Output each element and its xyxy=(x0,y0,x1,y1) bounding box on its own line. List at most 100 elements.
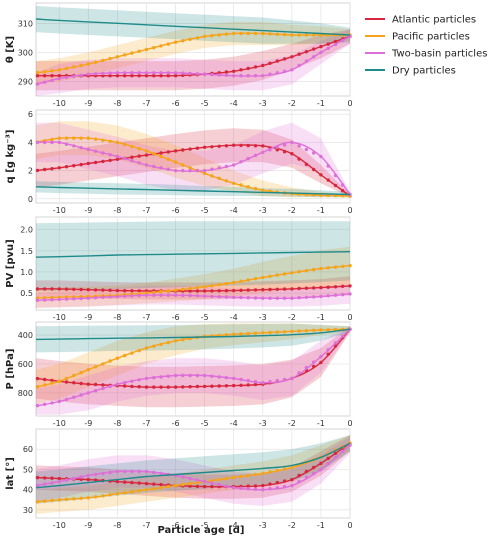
marker-two-basin-particles xyxy=(217,166,221,170)
marker-atlantic-particles xyxy=(202,384,207,389)
marker-atlantic-particles xyxy=(326,178,330,182)
marker-two-basin-particles xyxy=(246,74,250,78)
x-tick-label: -8 xyxy=(113,313,121,322)
marker-pacific-particles xyxy=(64,66,69,71)
legend-entry-two-basin-particles: Two-basin particles xyxy=(365,49,487,60)
marker-atlantic-particles xyxy=(50,167,54,171)
marker-atlantic-particles xyxy=(275,287,279,291)
marker-pacific-particles xyxy=(144,47,149,52)
marker-atlantic-particles xyxy=(43,476,47,480)
marker-atlantic-particles xyxy=(166,150,170,154)
marker-two-basin-particles xyxy=(86,391,91,395)
y-tick-label: 40 xyxy=(23,486,33,495)
marker-pacific-particles xyxy=(297,270,301,274)
marker-two-basin-particles xyxy=(210,374,214,378)
marker-pacific-particles xyxy=(181,163,185,167)
marker-two-basin-particles xyxy=(195,294,200,298)
marker-pacific-particles xyxy=(152,152,156,156)
series-pacific-particles xyxy=(35,441,352,504)
marker-atlantic-particles xyxy=(282,287,287,291)
marker-two-basin-particles xyxy=(137,378,141,382)
series-dry-particles xyxy=(35,328,351,341)
marker-atlantic-particles xyxy=(137,74,141,78)
marker-atlantic-particles xyxy=(43,377,47,382)
marker-two-basin-particles xyxy=(50,78,54,83)
marker-pacific-particles xyxy=(210,34,214,38)
marker-pacific-particles xyxy=(290,465,294,470)
marker-atlantic-particles xyxy=(210,384,214,388)
marker-atlantic-particles xyxy=(115,157,120,161)
marker-two-basin-particles xyxy=(297,63,301,68)
x-tick-label: -9 xyxy=(84,206,92,215)
marker-atlantic-particles xyxy=(253,382,258,387)
x-tick-label: -6 xyxy=(172,521,180,530)
marker-two-basin-particles xyxy=(35,82,40,86)
marker-atlantic-particles xyxy=(290,287,294,291)
marker-two-basin-particles xyxy=(188,476,192,481)
marker-two-basin-particles xyxy=(115,382,120,386)
marker-atlantic-particles xyxy=(348,284,352,288)
marker-pacific-particles xyxy=(35,385,40,389)
marker-two-basin-particles xyxy=(348,292,352,296)
marker-two-basin-particles xyxy=(232,295,236,299)
marker-atlantic-particles xyxy=(159,74,163,78)
marker-pacific-particles xyxy=(290,271,294,275)
marker-two-basin-particles xyxy=(282,296,287,300)
marker-two-basin-particles xyxy=(290,296,294,300)
marker-atlantic-particles xyxy=(188,385,192,389)
marker-pacific-particles xyxy=(43,499,47,503)
marker-two-basin-particles xyxy=(57,479,61,484)
marker-two-basin-particles xyxy=(195,373,200,378)
x-tick-label: -8 xyxy=(113,99,121,108)
marker-two-basin-particles xyxy=(268,487,272,491)
marker-two-basin-particles xyxy=(72,395,76,399)
marker-atlantic-particles xyxy=(123,384,127,388)
marker-pacific-particles xyxy=(57,136,61,140)
marker-pacific-particles xyxy=(173,288,178,292)
marker-atlantic-particles xyxy=(50,74,54,78)
marker-pacific-particles xyxy=(188,166,192,170)
x-tick-label: -9 xyxy=(84,99,92,108)
marker-two-basin-particles xyxy=(35,298,40,302)
marker-pacific-particles xyxy=(181,39,185,43)
marker-two-basin-particles xyxy=(268,148,272,152)
marker-atlantic-particles xyxy=(101,288,105,292)
line-dry-particles xyxy=(35,186,351,196)
marker-pacific-particles xyxy=(144,488,149,492)
x-tick-label: -4 xyxy=(230,419,238,428)
marker-pacific-particles xyxy=(239,183,243,187)
marker-atlantic-particles xyxy=(115,74,120,78)
x-tick-label: 0 xyxy=(347,419,352,428)
marker-two-basin-particles xyxy=(93,149,98,153)
x-tick-label: -2 xyxy=(288,313,296,322)
marker-atlantic-particles xyxy=(57,166,61,170)
x-tick-label: -9 xyxy=(84,419,92,428)
marker-two-basin-particles xyxy=(202,479,207,484)
marker-pacific-particles xyxy=(50,381,54,385)
marker-two-basin-particles xyxy=(268,380,272,384)
marker-two-basin-particles xyxy=(137,293,141,298)
marker-pacific-particles xyxy=(181,482,185,487)
marker-two-basin-particles xyxy=(232,376,236,381)
marker-pacific-particles xyxy=(268,274,272,278)
y-tick-label: 6 xyxy=(28,110,33,119)
marker-pacific-particles xyxy=(173,483,178,488)
marker-pacific-particles xyxy=(101,138,105,142)
x-tick-label: -5 xyxy=(201,313,209,322)
marker-atlantic-particles xyxy=(152,385,156,389)
x-tick-label: -3 xyxy=(259,419,267,428)
line-dry-particles xyxy=(35,251,351,258)
marker-two-basin-particles xyxy=(319,355,323,359)
marker-two-basin-particles xyxy=(86,147,91,152)
x-tick-label: -9 xyxy=(84,521,92,530)
marker-two-basin-particles xyxy=(341,334,345,338)
marker-pacific-particles xyxy=(202,34,207,39)
y-axis-label: P [hPa] xyxy=(5,349,16,390)
marker-pacific-particles xyxy=(268,32,272,36)
marker-two-basin-particles xyxy=(130,159,134,163)
marker-two-basin-particles xyxy=(253,296,258,300)
marker-pacific-particles xyxy=(130,144,134,149)
marker-atlantic-particles xyxy=(210,145,214,149)
legend-label: Dry particles xyxy=(392,66,456,77)
